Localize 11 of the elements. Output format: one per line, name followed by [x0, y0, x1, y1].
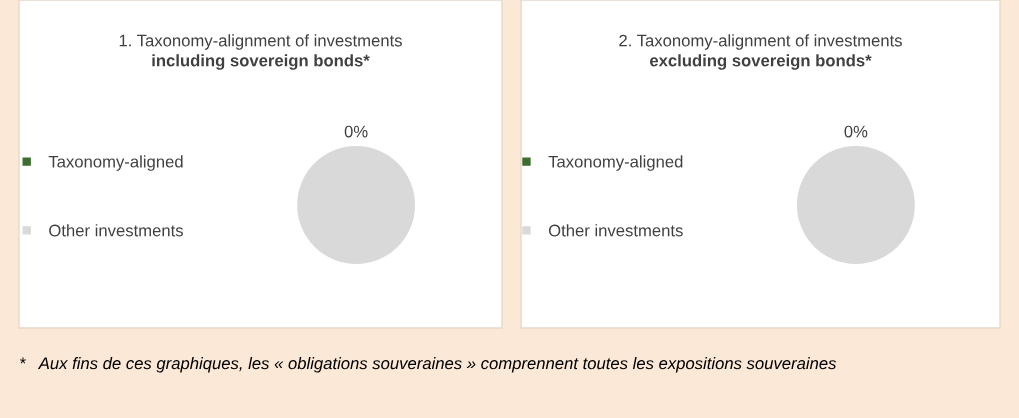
chart-title: 2. Taxonomy-alignment of investments [619, 34, 902, 50]
legend-label: Other investments [548, 224, 683, 237]
text: 0% [844, 125, 868, 138]
text: * Aux fins de ces graphiques, les « obligations souveraines » comprennent toutes les expositions souveraines [19, 357, 837, 373]
legend-label: Other investments [49, 224, 183, 237]
text: 0% [344, 125, 368, 138]
legend-label: Taxonomy-aligned [48, 155, 183, 171]
legend-label: Taxonomy-aligned [548, 155, 683, 171]
chart-title: 1. Taxonomy-alignment of investments [119, 34, 402, 50]
chart-subtitle: including sovereign bonds* [152, 54, 370, 70]
chart-subtitle: excluding sovereign bonds* [650, 54, 872, 70]
